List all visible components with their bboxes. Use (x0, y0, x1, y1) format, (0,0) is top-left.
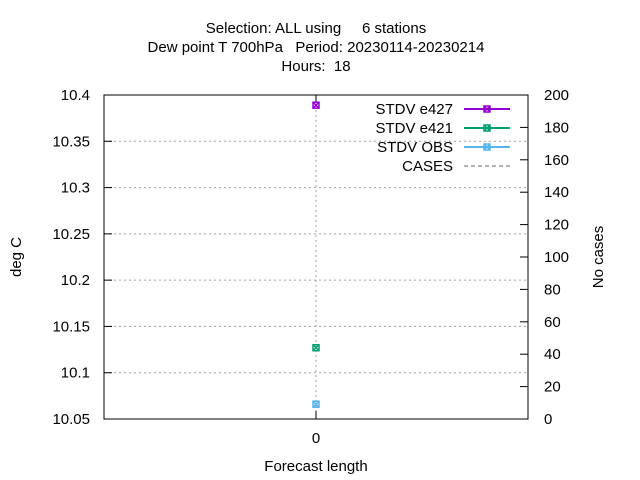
y-tick-label: 10.1 (61, 365, 90, 382)
chart-title-line-3: Hours: 18 (281, 58, 350, 75)
y2-axis-label: No cases (590, 226, 607, 289)
y-tick-label: 10.25 (52, 226, 90, 243)
y-tick-label: 10.4 (61, 87, 90, 104)
y-tick-label: 10.05 (52, 411, 90, 428)
legend-label: STDV e427 (375, 101, 453, 118)
y2-tick-label: 180 (544, 119, 569, 136)
y-tick-label: 10.35 (52, 133, 90, 150)
y-tick-label: 10.2 (61, 272, 90, 289)
chart-title-line-1: Selection: ALL using 6 stations (206, 20, 426, 37)
data-point (312, 343, 320, 352)
data-points (312, 101, 320, 408)
y2-tick-label: 120 (544, 217, 569, 234)
y2-axis-ticks: 0 20 40 60 80 100 120 140 160 180 200 (520, 87, 569, 428)
y2-tick-label: 140 (544, 184, 569, 201)
y2-tick-label: 160 (544, 152, 569, 169)
y-tick-label: 10.3 (61, 180, 90, 197)
legend-marker (483, 105, 491, 113)
y-axis-label: deg C (8, 237, 25, 277)
y2-tick-label: 200 (544, 87, 569, 104)
legend-marker (483, 124, 491, 132)
y2-tick-label: 0 (544, 411, 552, 428)
chart-title-line-2: Dew point T 700hPa Period: 20230114-2023… (148, 39, 485, 56)
y2-tick-label: 40 (544, 346, 561, 363)
y2-tick-label: 80 (544, 281, 561, 298)
x-axis-label: Forecast length (264, 458, 367, 475)
y-tick-label: 10.15 (52, 318, 90, 335)
y2-tick-label: 20 (544, 379, 561, 396)
legend-label: STDV e421 (375, 120, 453, 137)
data-point (312, 101, 320, 109)
x-tick-label: 0 (312, 430, 320, 447)
legend-marker (483, 143, 491, 151)
grid (104, 95, 528, 419)
legend-label: STDV OBS (377, 139, 453, 156)
data-point (312, 400, 320, 408)
legend-label: CASES (402, 158, 453, 175)
y2-tick-label: 100 (544, 249, 569, 266)
legend: STDV e427 STDV e421 STDV OBS CASES (375, 101, 510, 175)
y2-tick-label: 60 (544, 314, 561, 331)
y-axis-ticks: 10.05 10.1 10.15 10.2 10.25 10.3 10.35 10.4 (52, 87, 112, 428)
